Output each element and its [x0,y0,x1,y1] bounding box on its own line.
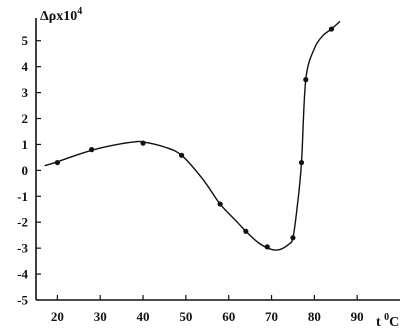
y-axis-title-exp: 4 [77,6,82,17]
x-tick-label: 80 [308,309,321,324]
y-tick-label: -3 [17,241,28,256]
y-tick-label: 3 [22,85,29,100]
data-point [179,152,185,158]
x-axis-title-unit: C [389,315,399,330]
data-point [89,147,95,153]
x-tick-label: 90 [351,309,364,324]
y-tick-label: 4 [22,59,29,74]
series-line [44,20,341,251]
data-point [328,26,335,32]
x-axis-title-exp: 0 [384,312,389,323]
data-points [54,26,335,250]
data-point [264,244,270,250]
y-tick-label: -5 [17,293,28,308]
data-point [54,159,61,166]
x-ticks: 20 30 40 50 60 70 80 90 [51,295,364,324]
x-tick-label: 70 [265,309,278,324]
y-tick-label: -4 [17,267,28,282]
data-point [298,159,305,166]
y-tick-label: 0 [22,163,29,178]
y-tick-label: 2 [22,111,29,126]
x-tick-label: 40 [137,309,150,324]
x-axis-title: t 0C [376,312,399,330]
y-tick-label: 5 [22,33,29,48]
data-point [290,235,296,241]
x-tick-label: 60 [222,309,235,324]
data-point [217,201,223,207]
data-point [243,228,249,234]
y-tick-label: 1 [22,137,29,152]
y-tick-label: -2 [17,215,28,230]
y-ticks: 5 4 3 2 1 0 -1 -2 -3 -4 -5 [17,33,41,308]
x-tick-label: 20 [51,309,64,324]
axes [35,18,400,301]
x-tick-label: 50 [179,309,192,324]
y-axis-title-base: Δρx10 [40,9,77,24]
data-point [303,77,309,83]
data-point [140,140,146,146]
y-axis-title: Δρx104 [40,6,82,24]
y-tick-label: -1 [17,189,28,204]
x-axis-title-base: t [376,315,384,330]
x-tick-label: 30 [94,309,107,324]
